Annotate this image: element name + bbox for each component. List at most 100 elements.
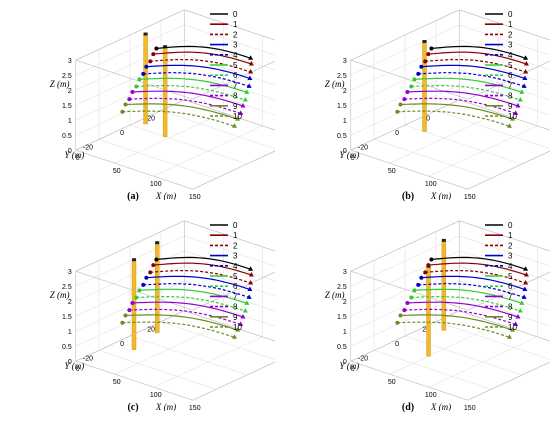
trajectory-line — [418, 283, 525, 298]
trajectory-line — [143, 72, 250, 87]
legend-label: 7 — [233, 292, 238, 301]
z-axis-label: Z (m) — [50, 79, 70, 89]
trajectory-line — [153, 262, 252, 276]
z-tick-label: 3 — [68, 269, 72, 276]
y-tick-label: -20 — [358, 144, 368, 151]
trajectory-start-marker — [416, 71, 421, 76]
trajectory-end-marker — [242, 97, 248, 102]
trajectory-line — [428, 262, 527, 276]
x-tick-label: 0 — [351, 366, 355, 373]
legend-label: 4 — [508, 262, 513, 271]
trajectory-start-marker — [409, 84, 414, 89]
x-tick-label: 50 — [113, 379, 121, 386]
grid-line — [467, 361, 550, 401]
x-tick-label: 150 — [464, 194, 476, 200]
trajectory-start-marker — [134, 295, 139, 300]
trajectory-start-marker — [127, 308, 132, 313]
grid-line — [373, 139, 492, 179]
box-edge — [459, 220, 550, 252]
trajectory-end-marker — [240, 102, 246, 108]
trajectory-line — [400, 103, 513, 120]
trajectory-end-marker — [517, 97, 523, 102]
box-edge — [184, 99, 275, 131]
trajectory-start-marker — [127, 97, 132, 102]
z-tick-label: 1 — [343, 329, 347, 336]
trajectory-end-marker — [517, 308, 523, 313]
grid-line — [404, 335, 523, 376]
y-tick-label: 20 — [147, 116, 155, 123]
legend-label: 2 — [508, 30, 513, 39]
x-tick-label: 50 — [388, 379, 396, 386]
grid-line — [184, 99, 275, 131]
z-axis-label: Z (m) — [50, 290, 70, 300]
obstacle-top — [441, 238, 446, 242]
trajectories — [395, 45, 529, 128]
legend-label: 5 — [233, 61, 238, 70]
trajectory-end-marker — [246, 294, 252, 299]
legend-label: 8 — [508, 92, 513, 101]
trajectory-end-marker — [244, 300, 250, 305]
legend-label: 2 — [233, 241, 238, 250]
x-tick-label: 50 — [388, 168, 396, 175]
trajectory-end-marker — [248, 68, 254, 74]
y-axis-label: Y (m) — [340, 150, 360, 160]
trajectory-end-marker — [519, 89, 525, 94]
legend-label: 10 — [233, 323, 242, 332]
trajectory-end-marker — [507, 123, 513, 128]
trajectory-line — [414, 77, 522, 93]
trajectory-start-marker — [423, 270, 428, 275]
z-axis-label: Z (m) — [325, 79, 345, 89]
obstacle-top — [143, 32, 148, 36]
y-tick-label: 20 — [147, 327, 155, 334]
box-edge — [75, 220, 185, 272]
trajectory-end-marker — [244, 89, 250, 94]
z-tick-label: 2.5 — [337, 73, 347, 80]
trajectory-line — [125, 103, 238, 120]
trajectory-end-marker — [248, 279, 254, 285]
legend-label: 1 — [233, 231, 238, 240]
z-tick-label: 3 — [343, 269, 347, 276]
panel-caption: (d) — [401, 402, 415, 413]
z-tick-label: 0 — [343, 359, 347, 366]
legend-label: 4 — [233, 262, 238, 271]
legend-label: 10 — [233, 112, 242, 121]
grid-line — [98, 139, 217, 179]
box-edge — [75, 9, 185, 61]
obstacle-pillar — [154, 242, 160, 333]
trajectory-line — [421, 275, 526, 290]
box-edge — [467, 60, 550, 100]
trajectory-start-marker — [395, 320, 400, 325]
box-edge — [350, 59, 468, 100]
trajectories — [395, 256, 529, 339]
trajectory-start-marker — [398, 102, 403, 107]
trajectory-start-marker — [419, 275, 424, 280]
legend-label: 6 — [508, 71, 513, 80]
trajectory-line — [421, 64, 526, 79]
legend-label: 4 — [233, 51, 238, 60]
trajectory-start-marker — [130, 300, 135, 305]
z-tick-label: 3 — [68, 58, 72, 65]
box-edge — [75, 149, 193, 190]
legend-label: 4 — [508, 51, 513, 60]
trajectory-line — [150, 270, 251, 284]
grid-line — [373, 350, 492, 390]
grid-line — [184, 280, 275, 312]
trajectory-end-marker — [523, 279, 529, 285]
trajectory-line — [431, 45, 526, 59]
trajectory-start-marker — [402, 308, 407, 313]
grid-line — [192, 150, 275, 190]
grid-line — [184, 39, 275, 71]
trajectory-end-marker — [523, 61, 529, 66]
z-axis-label: Z (m) — [325, 290, 345, 300]
trajectory-end-marker — [238, 321, 244, 326]
trajectory-end-marker — [247, 75, 253, 80]
trajectory-start-marker — [405, 300, 410, 305]
x-tick-label: 50 — [113, 168, 121, 175]
legend-label: 3 — [508, 41, 513, 50]
legend-label: 5 — [233, 272, 238, 281]
x-tick-label: 150 — [189, 194, 201, 200]
box-edge — [459, 9, 550, 41]
